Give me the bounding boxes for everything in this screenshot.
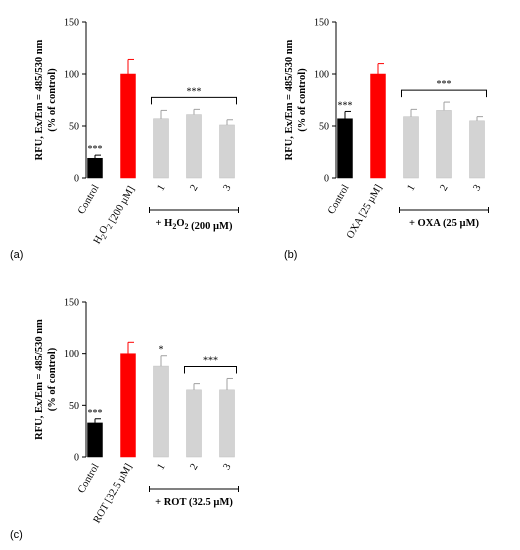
chart-panel-2: 0 50 100 150 RFU, Ex/Em = 485/530 nm (% of co… — [284, 18, 489, 261]
y-tick-label: 50 — [69, 122, 79, 133]
bar-3 — [153, 365, 169, 458]
y-tick-label: 0 — [74, 453, 79, 464]
category-label: Control — [326, 183, 352, 216]
bar-1 — [337, 118, 353, 179]
y-tick-label: 50 — [69, 401, 79, 412]
category-label: Control — [76, 183, 102, 216]
y-tick-label: 150 — [314, 18, 329, 29]
panel-label: (a) — [10, 249, 23, 261]
y-tick-label: 100 — [64, 70, 79, 81]
bracket-label: *** — [203, 355, 218, 366]
y-tick-label: 0 — [324, 174, 329, 185]
group-label: + H2O2 (200 µM) — [156, 218, 233, 232]
bar-5 — [219, 124, 235, 179]
y-axis-label-unit: (% of control) — [297, 68, 308, 132]
significance-bracket — [151, 96, 237, 105]
significance-bracket — [401, 89, 487, 98]
y-axis-label: RFU, Ex/Em = 485/530 nm — [34, 39, 45, 160]
y-axis-label: RFU, Ex/Em = 485/530 nm — [34, 319, 45, 440]
bar-5 — [469, 120, 485, 179]
category-label: Control — [76, 462, 102, 495]
category-label: 3 — [471, 183, 483, 193]
bracket-label: *** — [187, 86, 202, 97]
bar-3 — [153, 118, 169, 179]
significance-mark: *** — [88, 408, 103, 419]
category-label: 2 — [438, 183, 450, 193]
y-tick-label: 100 — [64, 349, 79, 360]
bar-1 — [87, 422, 103, 458]
y-axis-label-unit: (% of control) — [47, 347, 58, 411]
category-label: OXA [25 µM] — [345, 183, 385, 241]
category-label: 2 — [188, 183, 200, 193]
group-label: + OXA (25 µM) — [409, 218, 480, 229]
bracket-label: *** — [437, 79, 452, 90]
category-label: 1 — [155, 183, 167, 193]
bar-3 — [403, 116, 419, 179]
panel-label: (c) — [10, 529, 23, 541]
chart-panel-1: 0 50 100 150 RFU, Ex/Em = 485/530 nm (% of co… — [10, 18, 239, 261]
category-label: 2 — [188, 462, 200, 472]
y-axis-label-unit: (% of control) — [47, 68, 58, 132]
significance-mark: *** — [88, 144, 103, 155]
y-tick-label: 100 — [314, 70, 329, 81]
y-tick-label: 150 — [64, 18, 79, 29]
y-tick-label: 50 — [319, 122, 329, 133]
category-label: 1 — [155, 462, 167, 472]
category-label: 3 — [221, 462, 233, 472]
bar-2 — [370, 73, 386, 179]
significance-bracket — [184, 365, 237, 374]
category-label: 1 — [405, 183, 417, 193]
significance-mark: *** — [338, 100, 353, 111]
category-label: 3 — [221, 183, 233, 193]
bar-4 — [436, 110, 452, 179]
bar-5 — [219, 389, 235, 458]
significance-mark: * — [159, 345, 164, 356]
bar-1 — [87, 157, 103, 179]
chart-panel-3: 0 50 100 150 RFU, Ex/Em = 485/530 nm (% of co… — [10, 298, 239, 541]
y-axis-label: RFU, Ex/Em = 485/530 nm — [284, 39, 295, 160]
panel-label: (b) — [284, 249, 297, 261]
y-tick-label: 150 — [64, 298, 79, 309]
y-tick-label: 0 — [74, 174, 79, 185]
bar-2 — [120, 353, 136, 458]
bar-2 — [120, 73, 136, 179]
bar-4 — [186, 114, 202, 179]
bar-4 — [186, 389, 202, 458]
group-label: + ROT (32.5 µM) — [155, 497, 233, 508]
